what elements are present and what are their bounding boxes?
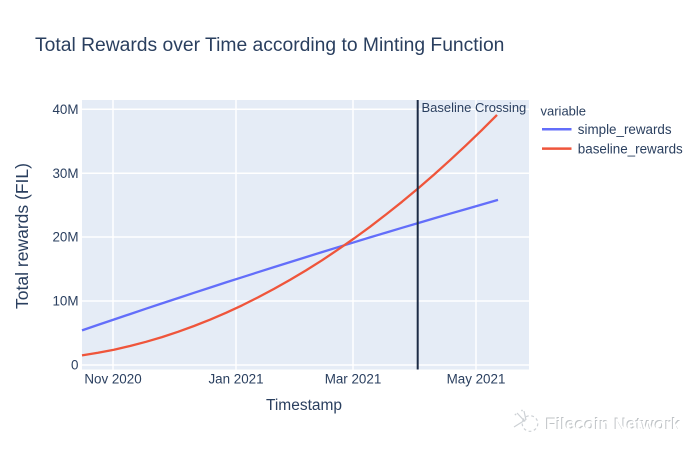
svg-text:Baseline Crossing: Baseline Crossing (422, 100, 527, 115)
svg-text:20M: 20M (52, 230, 78, 245)
svg-text:simple_rewards: simple_rewards (578, 122, 672, 137)
svg-text:Nov 2020: Nov 2020 (84, 372, 141, 387)
svg-text:Jan 2021: Jan 2021 (208, 372, 263, 387)
svg-text:Timestamp: Timestamp (266, 397, 342, 414)
svg-text:10M: 10M (52, 294, 78, 309)
svg-text:Filecoin Network: Filecoin Network (545, 414, 681, 433)
svg-text:variable: variable (541, 104, 587, 119)
svg-text:0: 0 (71, 358, 78, 373)
svg-text:May 2021: May 2021 (447, 372, 506, 387)
svg-text:Mar 2021: Mar 2021 (325, 372, 382, 387)
svg-text:Total rewards (FIL): Total rewards (FIL) (12, 163, 32, 309)
svg-text:Total Rewards over Time accord: Total Rewards over Time according to Min… (35, 35, 504, 56)
svg-text:Filecoin Network: Filecoin Network (546, 415, 682, 434)
svg-text:30M: 30M (52, 166, 78, 181)
svg-text:baseline_rewards: baseline_rewards (578, 142, 683, 157)
svg-text:40M: 40M (52, 102, 78, 117)
